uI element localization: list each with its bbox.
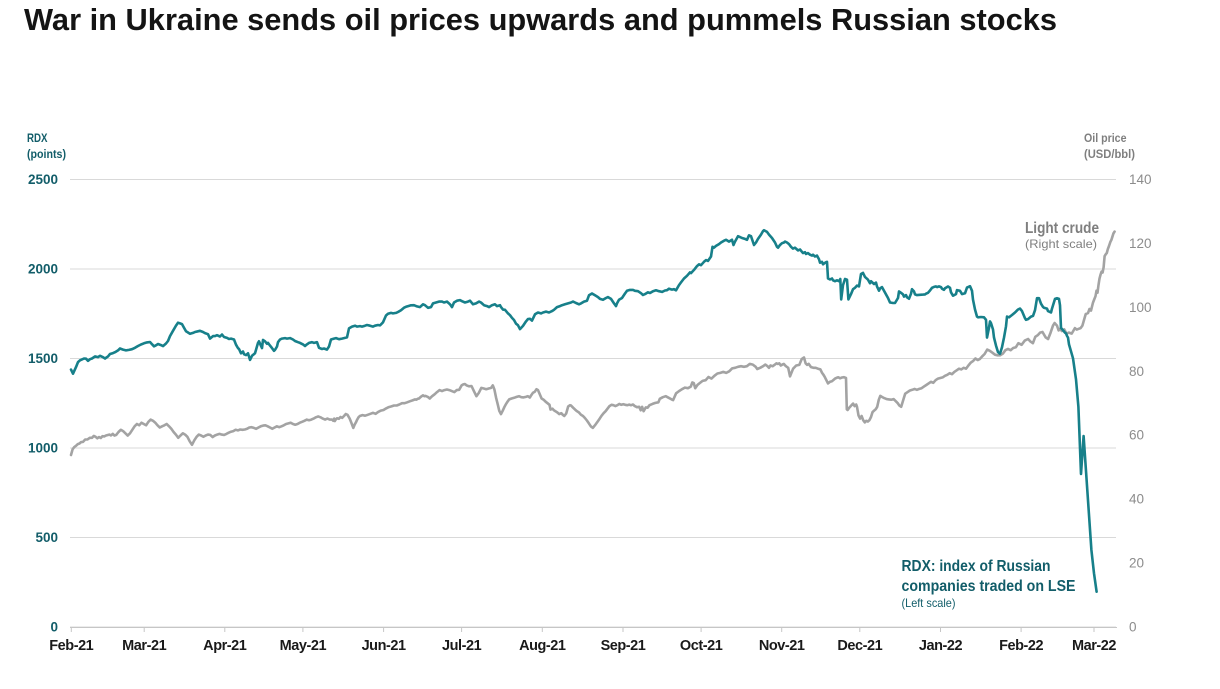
svg-text:(points): (points) bbox=[27, 149, 66, 161]
svg-text:Feb-21: Feb-21 bbox=[49, 638, 93, 654]
svg-text:Dec-21: Dec-21 bbox=[837, 638, 882, 654]
svg-text:Apr-21: Apr-21 bbox=[203, 638, 247, 654]
svg-text:Aug-21: Aug-21 bbox=[519, 638, 566, 654]
svg-text:1500: 1500 bbox=[28, 351, 58, 366]
svg-text:Mar-22: Mar-22 bbox=[1072, 638, 1116, 654]
svg-text:Sep-21: Sep-21 bbox=[601, 638, 646, 654]
svg-text:Jun-21: Jun-21 bbox=[362, 638, 406, 654]
svg-text:Mar-21: Mar-21 bbox=[122, 638, 166, 654]
svg-text:80: 80 bbox=[1129, 364, 1144, 379]
svg-text:Oil price: Oil price bbox=[1084, 133, 1127, 145]
svg-text:0: 0 bbox=[1129, 620, 1137, 635]
svg-text:120: 120 bbox=[1129, 236, 1152, 251]
svg-text:140: 140 bbox=[1129, 172, 1152, 187]
svg-text:Light crude: Light crude bbox=[1025, 220, 1099, 237]
svg-text:100: 100 bbox=[1129, 300, 1152, 315]
svg-text:Oct-21: Oct-21 bbox=[680, 638, 723, 654]
svg-text:May-21: May-21 bbox=[280, 638, 327, 654]
svg-text:War in Ukraine sends oil price: War in Ukraine sends oil prices upwards … bbox=[24, 3, 1057, 37]
svg-text:Nov-21: Nov-21 bbox=[759, 638, 805, 654]
svg-text:500: 500 bbox=[35, 530, 58, 545]
svg-text:Feb-22: Feb-22 bbox=[999, 638, 1043, 654]
svg-text:Jan-22: Jan-22 bbox=[919, 638, 963, 654]
svg-text:RDX: RDX bbox=[27, 133, 48, 145]
svg-text:(Left scale): (Left scale) bbox=[902, 596, 956, 610]
svg-text:2500: 2500 bbox=[28, 172, 58, 187]
svg-text:40: 40 bbox=[1129, 492, 1144, 507]
svg-text:1000: 1000 bbox=[28, 441, 58, 456]
svg-text:0: 0 bbox=[50, 620, 58, 635]
svg-text:60: 60 bbox=[1129, 428, 1144, 443]
svg-text:Jul-21: Jul-21 bbox=[442, 638, 482, 654]
svg-text:(Right scale): (Right scale) bbox=[1025, 237, 1097, 251]
svg-text:RDX: index of Russian: RDX: index of Russian bbox=[902, 558, 1051, 575]
svg-text:20: 20 bbox=[1129, 556, 1144, 571]
svg-text:companies traded on LSE: companies traded on LSE bbox=[902, 578, 1076, 595]
svg-text:(USD/bbl): (USD/bbl) bbox=[1084, 149, 1135, 161]
svg-text:2000: 2000 bbox=[28, 262, 58, 277]
